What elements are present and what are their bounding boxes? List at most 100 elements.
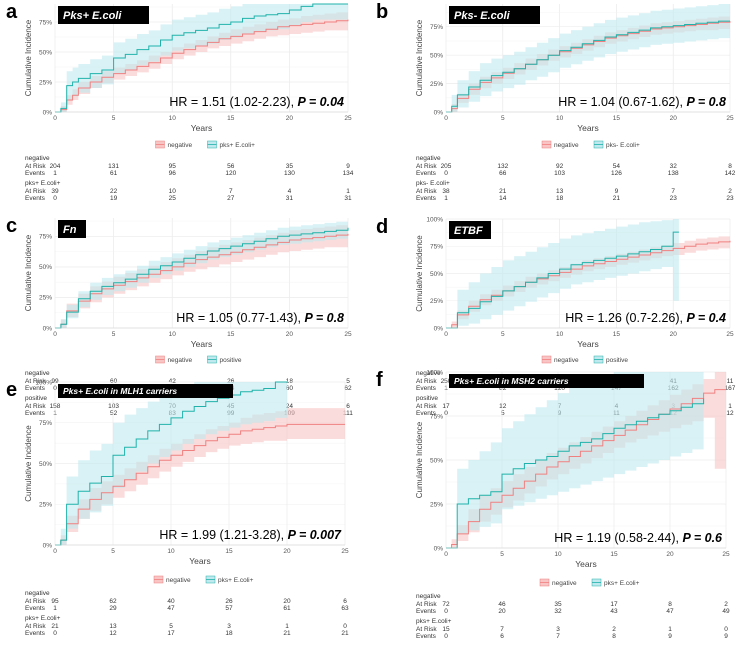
risk-group-name: negative <box>416 370 441 377</box>
ci-band-positive <box>446 219 679 328</box>
y-tick-label: 100% <box>35 379 52 386</box>
legend-label-exposed: pks+ E.coli+ <box>220 142 256 149</box>
risk-at-risk-label: At Risk <box>25 403 46 410</box>
y-axis-label: Cumulative Incidence <box>415 19 424 96</box>
risk-at-risk-value: 1 <box>346 188 350 195</box>
y-tick-label: 0% <box>43 325 53 332</box>
x-tick-label: 5 <box>501 115 505 122</box>
risk-events-value: 9 <box>668 633 672 640</box>
risk-events-label: Events <box>25 170 46 177</box>
panel-a: 0% 25% 50% 75% 0 5 10 15 20 25 Years Cumulative Inc… <box>0 0 370 216</box>
risk-events-value: 23 <box>726 195 734 202</box>
risk-at-risk-value: 42 <box>169 378 177 385</box>
risk-events-label: Events <box>416 608 437 615</box>
legend-label-negative: negative <box>168 142 193 149</box>
legend: negative pks+ E.coli+ <box>153 575 254 584</box>
x-axis-label: Years <box>189 556 210 566</box>
risk-at-risk-value: 62 <box>109 598 117 605</box>
risk-events-label: Events <box>416 385 437 392</box>
x-tick-label: 0 <box>53 331 57 338</box>
risk-at-risk-value: 24 <box>286 403 294 410</box>
y-tick-label: 75% <box>430 24 443 31</box>
risk-at-risk-value: 13 <box>556 188 564 195</box>
risk-events-value: 62 <box>344 385 352 392</box>
km-curve-pks-e-coli- <box>446 20 730 113</box>
hazard-ratio-label: HR = 1.19 (0.58-2.44), P = 0.6 <box>554 531 723 545</box>
risk-group-name: positive <box>25 395 47 402</box>
risk-events-label: Events <box>25 410 46 417</box>
risk-at-risk-value: 7 <box>671 188 675 195</box>
x-tick-label: 15 <box>225 548 233 555</box>
x-axis-label: Years <box>191 123 212 133</box>
km-curve-negative <box>55 233 349 329</box>
risk-at-risk-value: 1 <box>668 626 672 633</box>
y-tick-label: 0% <box>43 109 53 116</box>
panel-letter: d <box>376 216 388 238</box>
risk-events-value: 52 <box>110 410 118 417</box>
risk-at-risk-value: 1 <box>285 623 289 630</box>
y-tick-label: 75% <box>39 19 52 26</box>
legend: negative positive <box>541 355 628 364</box>
risk-at-risk-value: 12 <box>499 403 507 410</box>
y-tick-label: 50% <box>430 52 443 59</box>
risk-events-value: 138 <box>668 170 679 177</box>
x-tick-label: 10 <box>554 551 562 558</box>
risk-at-risk-value: 132 <box>497 163 508 170</box>
risk-at-risk-label: At Risk <box>416 601 437 608</box>
risk-events-label: Events <box>416 195 437 202</box>
x-tick-label: 15 <box>610 551 618 558</box>
panel-title: Pks+ E.coli in MSH2 carriers <box>454 376 569 386</box>
y-tick-label: 75% <box>39 234 52 241</box>
risk-at-risk-label: At Risk <box>416 403 437 410</box>
title-box: Pks+ E.coli in MSH2 carriers <box>449 374 644 388</box>
risk-events-value: 14 <box>499 195 507 202</box>
risk-events-value: 32 <box>554 608 562 615</box>
risk-at-risk-label: At Risk <box>416 626 437 633</box>
legend: negative pks+ E.coli+ <box>539 578 640 587</box>
hazard-ratio-label: HR = 1.51 (1.02-2.23), P = 0.04 <box>169 95 344 109</box>
risk-at-risk-value: 6 <box>346 403 350 410</box>
x-axis-label: Years <box>577 339 598 349</box>
x-tick-label: 0 <box>53 115 57 122</box>
y-tick-label: 50% <box>39 264 52 271</box>
risk-at-risk-value: 131 <box>108 163 119 170</box>
ci-band-negative <box>55 11 348 113</box>
title-box: Fn <box>58 220 86 238</box>
risk-at-risk-value: 17 <box>610 601 618 608</box>
title-box: Pks+ E.coli <box>58 6 149 24</box>
x-tick-label: 0 <box>444 551 448 558</box>
risk-group-name: pks+ E.coli+ <box>25 615 61 622</box>
legend-label-exposed: pks- E.coli+ <box>606 142 640 149</box>
x-tick-label: 20 <box>283 548 291 555</box>
risk-group-name: pks+ E.coli+ <box>416 618 452 625</box>
risk-at-risk-value: 5 <box>346 378 350 385</box>
risk-group-name: negative <box>416 155 441 162</box>
panel-letter: e <box>6 379 17 401</box>
y-tick-label: 75% <box>39 420 52 427</box>
panel-title: Fn <box>63 224 77 236</box>
x-tick-label: 25 <box>726 331 734 338</box>
y-axis-label: Cumulative Incidence <box>415 235 424 312</box>
legend: negative pks- E.coli+ <box>541 140 640 149</box>
risk-events-value: 5 <box>501 410 505 417</box>
risk-at-risk-value: 56 <box>227 163 235 170</box>
risk-at-risk-value: 26 <box>225 598 233 605</box>
risk-events-value: 23 <box>670 195 678 202</box>
legend-label-negative: negative <box>554 357 579 364</box>
risk-events-value: 21 <box>341 630 349 637</box>
hazard-ratio-label: HR = 1.05 (0.77-1.43), P = 0.8 <box>176 311 344 325</box>
risk-events-value: 31 <box>286 195 294 202</box>
panel-title: ETBF <box>454 225 483 237</box>
panel-title: Pks+ E.coli <box>63 10 122 22</box>
y-tick-label: 25% <box>39 79 52 86</box>
risk-events-value: 8 <box>612 633 616 640</box>
legend-label-negative: negative <box>168 357 193 364</box>
risk-events-value: 18 <box>225 630 233 637</box>
panel-title: Pks+ E.coli in MLH1 carriers <box>63 386 177 396</box>
x-tick-label: 5 <box>112 331 116 338</box>
risk-events-value: 120 <box>554 385 565 392</box>
km-curve-pks-e-coli- <box>55 381 287 546</box>
x-tick-label: 20 <box>286 331 294 338</box>
panel-letter: c <box>6 215 17 237</box>
